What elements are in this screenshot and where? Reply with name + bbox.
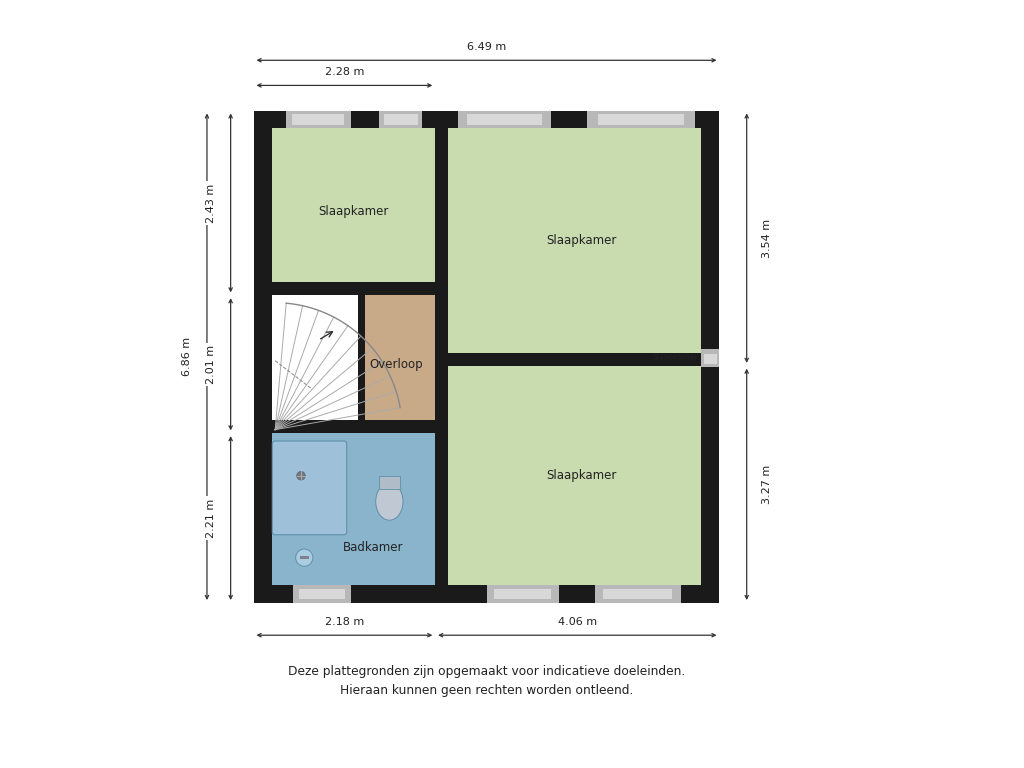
Bar: [705, 353, 717, 364]
Bar: [271, 433, 435, 585]
Bar: [435, 366, 701, 585]
Bar: [254, 111, 720, 603]
Text: 2.01 m: 2.01 m: [206, 345, 215, 384]
Bar: [254, 111, 720, 128]
Bar: [286, 111, 350, 128]
Bar: [271, 420, 449, 433]
Bar: [293, 585, 350, 603]
Text: Slaapkamer: Slaapkamer: [546, 469, 616, 482]
Bar: [357, 295, 435, 433]
Text: 2.43 m: 2.43 m: [206, 184, 215, 223]
Bar: [384, 114, 418, 125]
Text: Slaapkamer: Slaapkamer: [546, 234, 616, 247]
Bar: [603, 588, 672, 599]
Text: 4.06 m: 4.06 m: [558, 617, 597, 627]
Text: 2.28 m: 2.28 m: [325, 68, 365, 78]
Bar: [435, 128, 701, 366]
Bar: [598, 114, 684, 125]
Bar: [588, 111, 695, 128]
Bar: [357, 295, 366, 433]
Bar: [271, 295, 357, 433]
Text: Slaapkamer: Slaapkamer: [652, 353, 698, 362]
Bar: [595, 585, 681, 603]
Bar: [458, 111, 552, 128]
Text: 3.54 m: 3.54 m: [762, 219, 772, 258]
Bar: [435, 128, 449, 585]
Text: Hieraan kunnen geen rechten worden ontleend.: Hieraan kunnen geen rechten worden ontle…: [340, 684, 633, 697]
Text: Slaapkamer: Slaapkamer: [318, 205, 388, 218]
Bar: [293, 114, 344, 125]
Text: 3.27 m: 3.27 m: [762, 465, 772, 504]
Bar: [299, 588, 345, 599]
Bar: [271, 128, 701, 585]
Bar: [254, 111, 271, 603]
Circle shape: [296, 549, 313, 566]
Text: Deze plattegronden zijn opgemaakt voor indicatieve doeleinden.: Deze plattegronden zijn opgemaakt voor i…: [288, 664, 685, 677]
Bar: [486, 585, 559, 603]
Text: 2.18 m: 2.18 m: [325, 617, 364, 627]
Text: Badkamer: Badkamer: [343, 541, 403, 554]
FancyBboxPatch shape: [272, 441, 347, 535]
Text: 6.49 m: 6.49 m: [467, 42, 506, 52]
Circle shape: [297, 472, 305, 480]
Text: 6.86 m: 6.86 m: [182, 337, 191, 376]
Bar: [701, 349, 720, 367]
Text: Overloop: Overloop: [370, 358, 423, 371]
Ellipse shape: [376, 483, 403, 520]
Bar: [494, 588, 552, 599]
Bar: [435, 353, 701, 366]
Bar: [468, 114, 542, 125]
Bar: [271, 128, 435, 295]
Bar: [379, 111, 422, 128]
Bar: [254, 585, 720, 603]
Bar: [300, 556, 308, 559]
Bar: [254, 295, 271, 311]
Bar: [271, 295, 435, 433]
Bar: [379, 475, 400, 488]
Text: 2.21 m: 2.21 m: [206, 498, 215, 538]
Bar: [701, 111, 720, 603]
Bar: [271, 283, 449, 295]
